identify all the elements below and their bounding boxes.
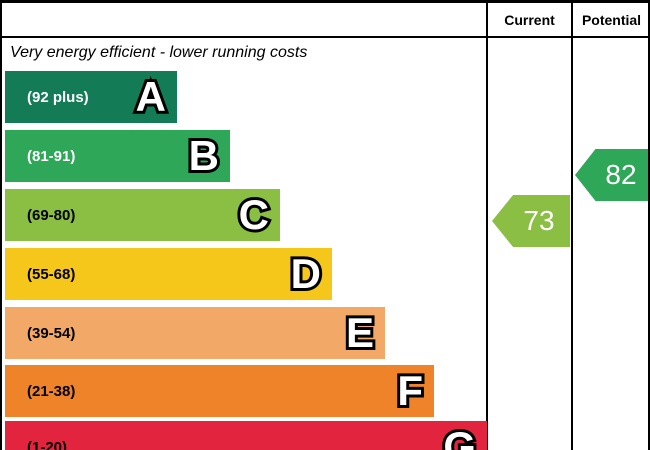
potential-column-header: Potential [581,11,642,28]
potential-rating-arrow: 82 [575,149,648,201]
current-column-divider [486,3,488,450]
band-range-label-b: (81-91) [27,147,76,165]
band-range-label-f: (21-38) [27,382,76,400]
band-range-label-a: (92 plus) [27,88,89,106]
current-rating-arrow: 73 [492,195,570,247]
band-range-label-g: (1-20) [27,438,68,450]
current-rating-value: 73 [523,205,555,236]
current-column-header: Current [504,11,555,28]
band-range-label-c: (69-80) [27,206,76,224]
header-separator-line [2,36,648,38]
efficiency-caption-top: Very energy efficient - lower running co… [10,44,308,61]
band-range-label-d: (55-68) [27,265,76,283]
potential-rating-value: 82 [605,159,637,190]
band-range-label-e: (39-54) [27,324,76,342]
potential-column-divider [571,3,573,450]
